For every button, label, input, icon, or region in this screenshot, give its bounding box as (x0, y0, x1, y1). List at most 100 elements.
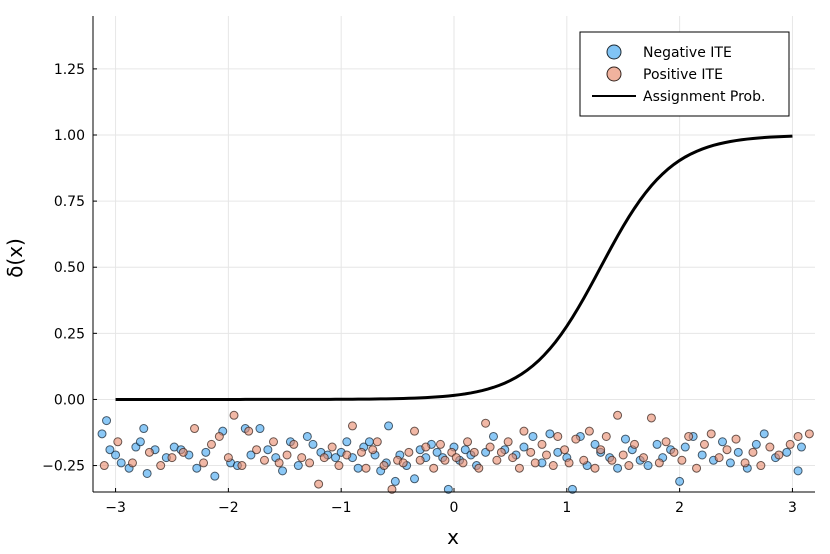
positive-ite-point (607, 455, 617, 465)
negative-ite-point (342, 437, 352, 447)
positive-ite-point (748, 447, 758, 457)
negative-ite-point (680, 442, 690, 452)
positive-ite-point (756, 461, 766, 471)
negative-ite-point (675, 476, 685, 486)
positive-ite-point (223, 453, 233, 463)
positive-ite-point (692, 463, 702, 473)
y-tick-label: −0.25 (42, 459, 85, 475)
negative-ite-point (302, 431, 312, 441)
negative-ite-point (364, 437, 374, 447)
positive-ite-point (579, 455, 589, 465)
positive-ite-point (167, 453, 177, 463)
negative-ite-point (263, 445, 273, 455)
negative-ite-point (643, 461, 653, 471)
negative-ite-point (210, 471, 220, 481)
positive-ite-point (259, 455, 269, 465)
positive-ite-point (519, 426, 529, 436)
y-tick-label: 1.00 (54, 128, 85, 144)
negative-ite-point (443, 484, 453, 494)
positive-ite-point (590, 463, 600, 473)
positive-ite-point (421, 442, 431, 452)
negative-ite-point (331, 453, 341, 463)
positive-ite-point (661, 437, 671, 447)
negative-ite-point (192, 463, 202, 473)
negative-ite-point (255, 424, 265, 434)
negative-ite-point (620, 434, 630, 444)
positive-ite-point (379, 461, 389, 471)
legend-marker-positive-ite (606, 66, 622, 82)
x-tick-label: −2 (218, 500, 239, 516)
positive-ite-point (560, 445, 570, 455)
positive-ite-point (99, 461, 109, 471)
negative-ite-point (105, 445, 115, 455)
assignment-prob-line (115, 134, 793, 401)
x-tick-label: 1 (562, 500, 571, 516)
positive-ite-point (508, 453, 518, 463)
positive-ite-point (113, 437, 123, 447)
negative-ite-point (733, 447, 743, 457)
positive-ite-point (342, 450, 352, 460)
positive-ite-point (274, 458, 284, 468)
positive-ite-point (706, 429, 716, 439)
assignment-prob-line-group (115, 134, 793, 401)
negative-ite-point (293, 461, 303, 471)
negative-ite-point (725, 458, 735, 468)
positive-ite-point (548, 461, 558, 471)
positive-ite-point (601, 431, 611, 441)
positive-ite-point (199, 458, 209, 468)
negative-ite-point (782, 447, 792, 457)
negative-ite-point (519, 442, 529, 452)
positive-ite-point (429, 463, 439, 473)
positive-ite-point (190, 424, 200, 434)
negative-ite-point (97, 429, 107, 439)
negative-ite-point (717, 437, 727, 447)
positive-ite-point (314, 479, 324, 489)
negative-ite-point (116, 458, 126, 468)
positive-ite-point (244, 426, 254, 436)
positive-ite-point (537, 439, 547, 449)
x-tick-label: 0 (450, 500, 459, 516)
negative-ite-point (410, 474, 420, 484)
negative-ite-point (432, 447, 442, 457)
negative-ite-point (488, 431, 498, 441)
legend-label-negative-ite: Negative ITE (643, 45, 732, 61)
negative-ite-point (246, 450, 256, 460)
positive-ite-point (334, 461, 344, 471)
positive-ite-point (269, 437, 278, 447)
negative-ite-point (759, 429, 769, 439)
positive-ite-point (646, 413, 656, 423)
positive-ite-point (327, 442, 337, 452)
positive-ite-point (474, 463, 484, 473)
positive-ite-point (699, 439, 709, 449)
positive-ite-point (731, 434, 741, 444)
positive-ite-point (722, 445, 732, 455)
positive-ite-point (214, 431, 224, 441)
positive-ite-point (451, 453, 461, 463)
positive-ite-point (571, 434, 581, 444)
negative-ite-point (751, 439, 761, 449)
positive-ite-point (785, 439, 795, 449)
positive-ite-point (398, 458, 408, 468)
negative-ite-point (353, 463, 363, 473)
y-tick-label: 0.25 (54, 326, 85, 342)
tick-labels: −3 −2 −1 0 1 2 3 −0.25 0.00 0.25 0.50 0.75 1.00 1.25 (42, 62, 797, 516)
negative-ite-point (102, 416, 112, 426)
positive-ite-point (514, 463, 524, 473)
positive-ite-point (677, 455, 687, 465)
positive-ite-point (740, 458, 750, 468)
positive-ite-point (361, 463, 371, 473)
positive-ite-point (526, 447, 536, 457)
positive-ite-point (435, 439, 445, 449)
negative-ite-point (793, 466, 803, 476)
negative-ite-point (567, 484, 577, 494)
negative-ite-point (142, 468, 152, 478)
negative-ite-point (796, 442, 806, 452)
negative-ite-point (613, 463, 623, 473)
positive-ite-point (319, 453, 329, 463)
positive-ite-point (410, 426, 420, 436)
negative-ite-point (528, 431, 538, 441)
positive-ite-point (368, 445, 378, 455)
x-tick-label: −3 (105, 500, 126, 516)
negative-ite-point (590, 439, 600, 449)
positive-ite-point (654, 458, 664, 468)
